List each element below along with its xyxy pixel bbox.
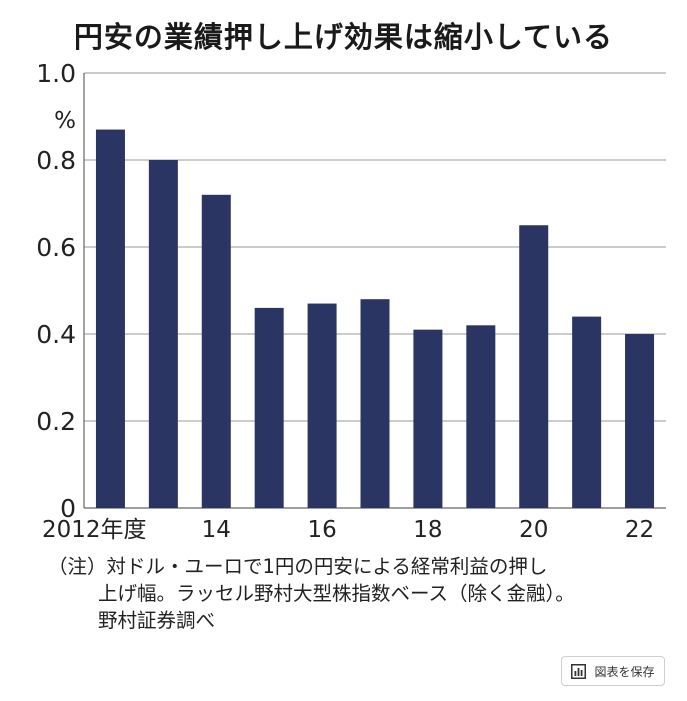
bar-2012 bbox=[95, 129, 125, 509]
save-chart-label: 図表を保存 bbox=[594, 664, 655, 679]
y-axis-unit: % bbox=[54, 108, 76, 134]
y-tick-label: 0 bbox=[60, 494, 76, 523]
bar-2018 bbox=[413, 329, 443, 508]
bar-2013 bbox=[148, 160, 178, 508]
x-tick-label: 18 bbox=[413, 517, 442, 543]
bar-2015 bbox=[254, 307, 284, 508]
bar-2021 bbox=[572, 316, 602, 508]
y-tick-label: 0.2 bbox=[36, 407, 76, 436]
x-tick-label: 16 bbox=[307, 517, 336, 543]
note-line-2: 上げ幅。ラッセル野村大型株指数ベース（除く金融）。 bbox=[98, 582, 575, 605]
y-tick-label: 0.6 bbox=[36, 233, 76, 262]
x-tick-label: 22 bbox=[625, 517, 654, 543]
bar-2016 bbox=[307, 303, 337, 508]
bar-2019 bbox=[466, 325, 496, 508]
bar-2014 bbox=[201, 194, 231, 509]
note-line-1: （注）対ドル・ユーロで1円の円安による経常利益の押し bbox=[48, 555, 548, 578]
bar-2020 bbox=[519, 225, 549, 508]
y-tick-label: 0.8 bbox=[36, 146, 76, 175]
bar-chart-icon bbox=[571, 663, 587, 679]
x-tick-label: 14 bbox=[202, 517, 231, 543]
chart-title: 円安の業績押し上げ効果は縮小している bbox=[73, 20, 614, 54]
save-chart-button[interactable]: 図表を保存 bbox=[561, 656, 665, 686]
y-tick-label: 1.0 bbox=[36, 59, 76, 88]
note-line-3: 野村証券調べ bbox=[98, 609, 216, 632]
bar-2022 bbox=[625, 334, 655, 508]
y-tick-label: 0.4 bbox=[36, 320, 76, 349]
bar-chart: 0 0.2 0.4 0.6 0.8 1.0% 2012年度 14 16 18 20 22 bbox=[36, 59, 666, 543]
x-tick-label: 2012年度 bbox=[42, 517, 147, 543]
bar-2017 bbox=[360, 299, 390, 508]
chart-note: （注）対ドル・ユーロで1円の円安による経常利益の押し 上げ幅。ラッセル野村大型株… bbox=[48, 553, 648, 634]
x-tick-label: 20 bbox=[519, 517, 548, 543]
